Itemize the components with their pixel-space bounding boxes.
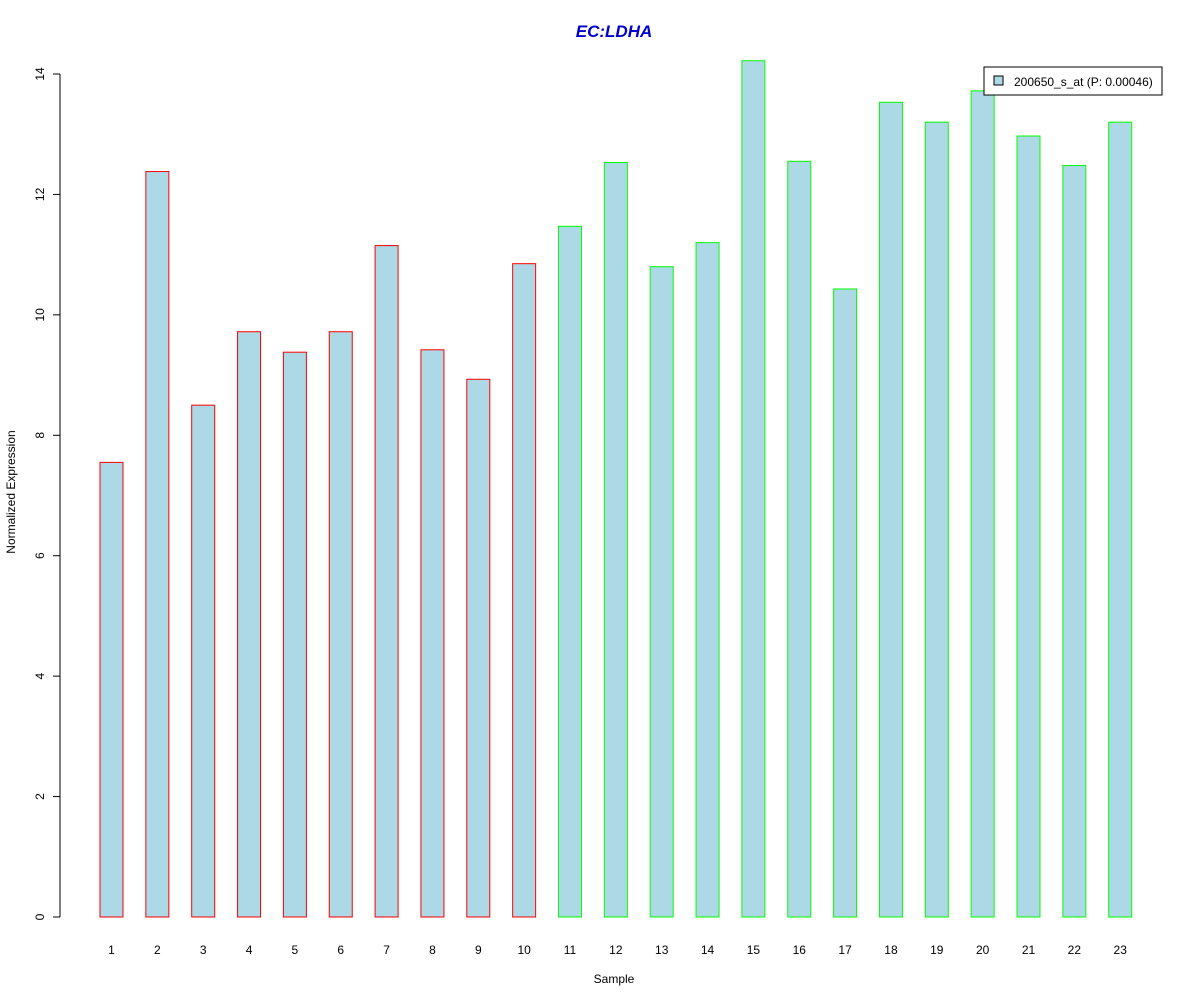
- x-tick-label: 21: [1022, 943, 1036, 957]
- bar-sample-23: [1108, 121, 1133, 918]
- x-tick-label: 1: [108, 943, 115, 957]
- x-tick-label: 13: [655, 943, 669, 957]
- legend-box: [983, 66, 1163, 96]
- bar-sample-22: [1062, 165, 1087, 918]
- x-tick-label: 2: [154, 943, 161, 957]
- bar-sample-19: [924, 121, 949, 918]
- x-axis-label: Sample: [594, 972, 635, 986]
- x-tick-label: 4: [246, 943, 253, 957]
- x-tick-label: 23: [1114, 943, 1128, 957]
- bar-sample-5: [282, 351, 307, 918]
- bar-sample-18: [878, 101, 903, 918]
- bar-sample-15: [741, 60, 766, 918]
- bar-sample-14: [695, 242, 720, 918]
- x-tick-label: 18: [884, 943, 898, 957]
- y-tick-label: 6: [33, 552, 47, 559]
- y-tick-label: 4: [33, 672, 47, 679]
- x-tick-label: 22: [1068, 943, 1082, 957]
- y-tick-label: 0: [33, 913, 47, 920]
- bar-sample-7: [374, 245, 399, 918]
- bar-sample-12: [603, 162, 628, 918]
- x-tick-label: 15: [747, 943, 761, 957]
- bars: [99, 60, 1133, 918]
- y-tick-label: 14: [33, 67, 47, 81]
- x-tick-label: 10: [517, 943, 531, 957]
- legend-label: 200650_s_at (P: 0.00046): [1014, 75, 1153, 89]
- x-tick-label: 11: [564, 943, 577, 957]
- x-tick-label: 5: [292, 943, 299, 957]
- bar-sample-3: [191, 404, 216, 918]
- y-axis: 0 2 4 6 8 10 12 14: [33, 67, 61, 920]
- bar-sample-9: [466, 378, 491, 918]
- bar-sample-8: [420, 349, 445, 918]
- x-tick-label: 8: [429, 943, 436, 957]
- y-tick-label: 10: [33, 308, 47, 322]
- bar-sample-6: [328, 331, 353, 918]
- y-tick-label: 12: [33, 187, 47, 201]
- bar-sample-13: [649, 266, 674, 918]
- chart-title: EC:LDHA: [576, 22, 653, 41]
- bar-sample-17: [833, 288, 858, 918]
- bar-sample-20: [970, 90, 995, 918]
- x-tick-label: 6: [337, 943, 344, 957]
- x-tick-label: 16: [793, 943, 807, 957]
- bar-sample-4: [237, 331, 262, 918]
- legend-swatch: [993, 75, 1004, 86]
- y-tick-label: 8: [33, 432, 47, 439]
- legend: 200650_s_at (P: 0.00046): [983, 66, 1163, 96]
- x-tick-label: 14: [701, 943, 715, 957]
- x-tick-label: 20: [976, 943, 990, 957]
- x-tick-label: 19: [930, 943, 944, 957]
- bar-sample-11: [558, 225, 582, 918]
- x-tick-label: 12: [609, 943, 623, 957]
- bar-sample-16: [787, 160, 812, 918]
- y-axis-label: Normalized Expression: [4, 430, 18, 553]
- y-tick-label: 2: [33, 793, 47, 800]
- bar-sample-1: [99, 461, 124, 918]
- x-tick-label: 17: [838, 943, 852, 957]
- bar-sample-2: [145, 171, 170, 918]
- bar-sample-10: [512, 263, 537, 918]
- x-tick-label: 3: [200, 943, 207, 957]
- x-tick-label: 7: [383, 943, 390, 957]
- x-tick-label: 9: [475, 943, 482, 957]
- x-tick-labels: 1 2 3 4 5 6 7 8 9 10 11 12 13 14 15 16 17 18 19 20 21 22 23: [108, 943, 1127, 957]
- bar-sample-21: [1016, 135, 1041, 918]
